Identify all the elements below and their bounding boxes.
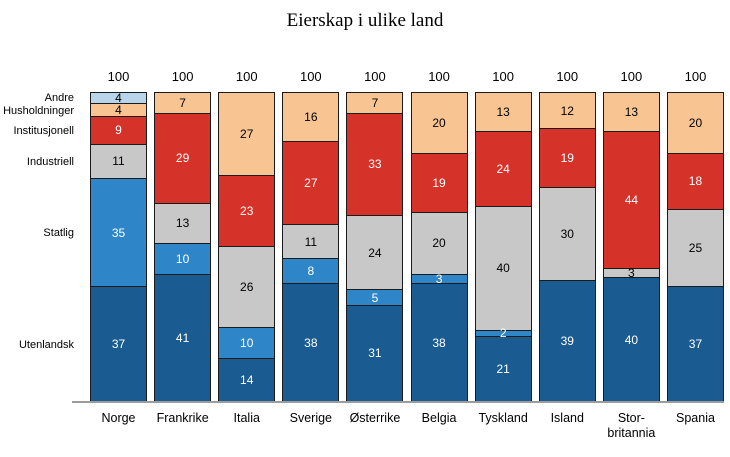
bar-column: 100 16 27 11 8 38 Sverige xyxy=(282,69,340,441)
bar-column: 100 7 33 24 5 31 Østerrike xyxy=(346,69,404,441)
bar-segment-husholdninger: 7 xyxy=(154,92,212,114)
bar-column: 100 13 44 3 40 Stor- britannia xyxy=(602,69,660,441)
bar-segment-institusjonell: 24 xyxy=(474,132,532,207)
stacked-bar: 4 4 9 11 35 37 xyxy=(90,91,147,402)
bar-segment-utenlandsk: 21 xyxy=(474,336,532,402)
bar-segment-institusjonell: 19 xyxy=(410,154,468,213)
bar-segment-husholdninger: 13 xyxy=(474,92,532,133)
bar-column: 100 13 24 40 2 21 Tyskland xyxy=(474,69,532,441)
bar-total-label: 100 xyxy=(171,69,194,84)
x-axis-label: Belgia xyxy=(421,411,457,425)
bar-segment-industriell: 20 xyxy=(410,212,468,275)
bar-segment-husholdninger: 20 xyxy=(410,92,468,155)
bar-segment-statlig: 2 xyxy=(474,326,532,340)
bar-segment-utenlandsk: 40 xyxy=(602,278,660,402)
bar-segment-institusjonell: 33 xyxy=(346,113,404,217)
bar-segment-utenlandsk: 41 xyxy=(154,274,212,402)
y-axis-label-institusjonell: Institusjonell xyxy=(13,124,74,137)
stacked-bar: 27 23 26 10 14 xyxy=(218,92,276,402)
bar-segment-husholdninger: 7 xyxy=(346,92,404,114)
bar-segment-institusjonell: 19 xyxy=(538,129,596,189)
bar-segment-statlig: 10 xyxy=(218,327,276,359)
bar-segment-statlig: 35 xyxy=(90,178,147,288)
stacked-bar: 20 19 20 3 38 xyxy=(410,92,468,402)
bar-segment-husholdninger: 27 xyxy=(218,92,276,176)
bar-segment-institusjonell: 23 xyxy=(218,175,276,248)
bar-total-label: 100 xyxy=(620,69,643,84)
bar-total-label: 100 xyxy=(556,69,579,84)
bar-segment-industriell: 30 xyxy=(538,188,596,282)
x-axis-label: Stor- britannia xyxy=(607,411,656,440)
stacked-bar: 13 44 3 40 xyxy=(602,92,660,402)
y-axis-label-statlig: Statlig xyxy=(43,227,74,240)
bar-total-label: 100 xyxy=(428,69,450,84)
x-axis-label: Sverige xyxy=(289,411,333,425)
y-axis-category-labels: Utenlandsk Statlig Industriell Institusjone… xyxy=(0,92,80,402)
bar-segment-industriell: 40 xyxy=(474,206,532,331)
x-axis-label: Spania xyxy=(676,411,715,425)
bar-segment-statlig: 10 xyxy=(154,243,212,275)
bar-column: 100 20 19 20 3 38 Belgia xyxy=(410,69,468,441)
bar-segment-utenlandsk: 37 xyxy=(666,287,724,402)
bar-segment-husholdninger: 13 xyxy=(602,92,660,133)
x-axis-label: Østerrike xyxy=(349,411,401,425)
bar-total-label: 100 xyxy=(492,69,514,84)
bar-total-label: 100 xyxy=(684,69,707,84)
bar-segment-utenlandsk: 31 xyxy=(346,305,404,402)
bar-segment-industriell: 11 xyxy=(90,144,147,179)
y-axis-label-utenlandsk: Utenlandsk xyxy=(18,338,74,351)
bars-area: 100 4 4 9 11 35 37 Norge 100 7 29 13 10 41 Frankrike 10… xyxy=(90,70,724,441)
chart-title: Eierskap i ulike land xyxy=(286,10,444,31)
bar-segment-statlig: 8 xyxy=(282,259,340,285)
bar-segment-utenlandsk: 14 xyxy=(218,358,276,402)
stacked-bar: 20 18 25 37 xyxy=(666,92,724,402)
bar-total-label: 100 xyxy=(107,69,130,84)
bar-segment-institusjonell: 29 xyxy=(154,113,212,204)
bar-segment-andre: 4 xyxy=(90,91,147,105)
bar-segment-husholdninger: 20 xyxy=(666,92,724,155)
bar-column: 100 27 23 26 10 14 Italia xyxy=(218,69,276,441)
stacked-bar: 16 27 11 8 38 xyxy=(282,92,340,402)
y-axis-label-andre: Andre xyxy=(44,92,74,105)
bar-segment-statlig: 5 xyxy=(346,290,404,306)
x-axis-label: Norge xyxy=(101,411,136,425)
bar-segment-institusjonell: 44 xyxy=(602,132,660,269)
bar-total-label: 100 xyxy=(364,69,386,84)
stacked-bar: 7 29 13 10 41 xyxy=(154,92,212,402)
stacked-bar: 13 24 40 2 21 xyxy=(474,92,532,402)
bar-segment-industriell: 11 xyxy=(282,225,340,260)
bar-segment-industriell: 25 xyxy=(666,209,724,288)
bar-column: 100 4 4 9 11 35 37 Norge xyxy=(90,70,147,441)
bar-segment-utenlandsk: 37 xyxy=(90,287,147,402)
bar-segment-utenlandsk: 39 xyxy=(538,281,596,402)
y-axis-label-husholdninger: Husholdninger xyxy=(3,104,74,117)
x-axis-label: Italia xyxy=(233,411,260,425)
y-axis-label-industriell: Industriell xyxy=(26,155,74,168)
bar-segment-husholdninger: 12 xyxy=(538,92,596,130)
bar-segment-institusjonell: 27 xyxy=(282,141,340,226)
bar-segment-utenlandsk: 38 xyxy=(282,284,340,402)
x-axis-label: Island xyxy=(550,411,584,425)
x-axis-label: Frankrike xyxy=(156,411,209,425)
bar-segment-industriell: 26 xyxy=(218,247,276,328)
x-axis-line xyxy=(72,401,724,403)
bar-segment-husholdninger: 16 xyxy=(282,92,340,142)
bar-segment-institusjonell: 9 xyxy=(90,116,147,145)
bar-column: 100 7 29 13 10 41 Frankrike xyxy=(154,69,212,441)
bar-segment-statlig: 3 xyxy=(410,272,468,286)
bar-segment-institusjonell: 18 xyxy=(666,154,724,210)
bar-column: 100 20 18 25 37 Spania xyxy=(666,69,724,441)
bar-segment-husholdninger: 4 xyxy=(90,103,147,117)
bar-segment-utenlandsk: 38 xyxy=(410,284,468,402)
bar-segment-industriell: 24 xyxy=(346,216,404,291)
x-axis-label: Tyskland xyxy=(478,411,528,425)
bar-segment-industriell: 13 xyxy=(154,203,212,244)
bar-total-label: 100 xyxy=(235,69,258,84)
stacked-bar: 7 33 24 5 31 xyxy=(346,92,404,402)
bar-column: 100 12 19 30 39 Island xyxy=(538,69,596,441)
bar-segment-industriell: 3 xyxy=(602,266,660,280)
bar-total-label: 100 xyxy=(299,69,322,84)
stacked-bar: 12 19 30 39 xyxy=(538,92,596,402)
